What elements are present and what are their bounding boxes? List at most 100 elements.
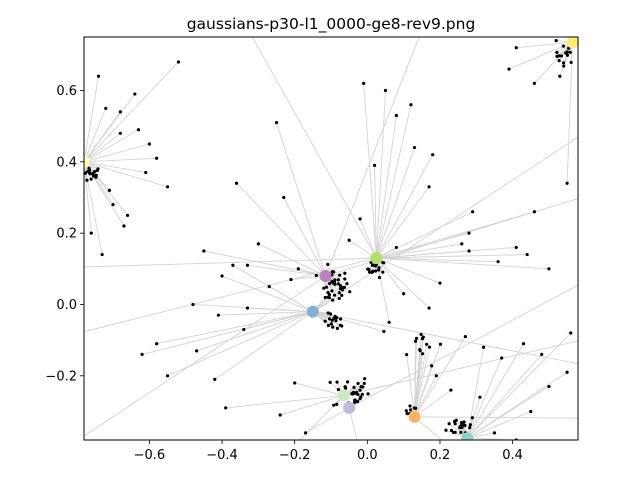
edge-line [359,218,377,259]
data-point [394,113,398,118]
edge-line [84,161,168,188]
data-point [414,336,419,340]
edge-line [276,122,326,277]
data-point [459,430,463,434]
edge-line [84,161,103,255]
data-point [358,217,362,221]
data-point [413,339,418,343]
data-point [366,392,370,396]
data-point [467,249,471,253]
center-marker [306,305,319,318]
data-point [425,342,429,346]
data-point [324,285,328,289]
data-point [383,88,388,93]
edge-line [84,257,377,268]
data-point [377,275,382,280]
data-point [89,231,93,235]
edge-line [374,165,377,259]
y-tick-label: 0.2 [56,227,77,242]
data-point [408,408,413,412]
data-point [155,342,159,346]
edge-line [299,395,345,440]
data-point [381,270,385,274]
data-point [231,263,235,267]
data-point [338,273,342,277]
data-point [460,425,464,429]
data-point [419,332,423,337]
data-point [500,356,504,360]
data-point [111,203,115,207]
data-point [481,345,486,349]
edge-line [283,197,326,277]
data-point [323,319,327,323]
data-point [331,298,335,302]
data-point [569,60,573,65]
data-point [449,388,453,392]
data-point [558,74,562,78]
data-point [459,423,464,427]
data-point [176,60,181,64]
data-point [140,352,144,357]
edge-line [414,338,417,417]
data-point [555,50,559,54]
data-point [492,431,497,435]
data-point [195,349,199,353]
edge-line [305,407,350,434]
data-point [328,380,332,384]
data-point [191,302,195,307]
edge-line [376,257,405,295]
data-point [333,278,337,282]
data-point [454,418,458,422]
center-marker [370,252,383,265]
data-point [95,168,99,173]
data-point [430,364,434,368]
data-point [463,423,467,428]
data-point [333,314,337,318]
data-point [340,324,344,328]
edge-line [348,284,578,409]
edge-line [363,83,377,259]
edge-line [84,132,121,163]
data-point [427,345,432,349]
data-point [402,292,406,296]
data-point [404,409,408,413]
edge-line [376,211,473,259]
data-point [144,170,148,175]
data-point [358,388,362,392]
data-point [377,268,381,272]
data-point [418,349,422,353]
data-point [245,263,250,267]
plot-frame [83,36,579,441]
data-point [521,342,526,346]
data-point [374,269,378,273]
data-point [267,285,271,289]
center-marker [343,401,356,414]
edge-line [84,108,107,162]
center-marker [84,155,90,168]
data-point [296,267,300,271]
x-tick-label: 0.0 [357,448,378,463]
data-point [565,181,569,185]
edge-line [467,411,531,439]
data-point [382,329,386,333]
edge-line [414,375,437,418]
edge-line [376,257,499,263]
data-point [529,409,533,414]
data-point [427,185,431,189]
edge-line [414,416,578,419]
data-point [327,293,332,297]
edge-line [156,311,313,345]
data-point [289,277,293,282]
data-point [93,169,97,174]
center-marker [461,432,474,440]
edge-line [466,371,568,439]
data-point [414,406,418,410]
data-point [293,381,297,385]
data-point [340,288,344,292]
data-point [569,331,573,335]
data-point [561,61,566,65]
edge-line [312,311,384,332]
edge-line [84,161,128,216]
data-point [356,399,360,404]
edge-line [566,42,574,184]
